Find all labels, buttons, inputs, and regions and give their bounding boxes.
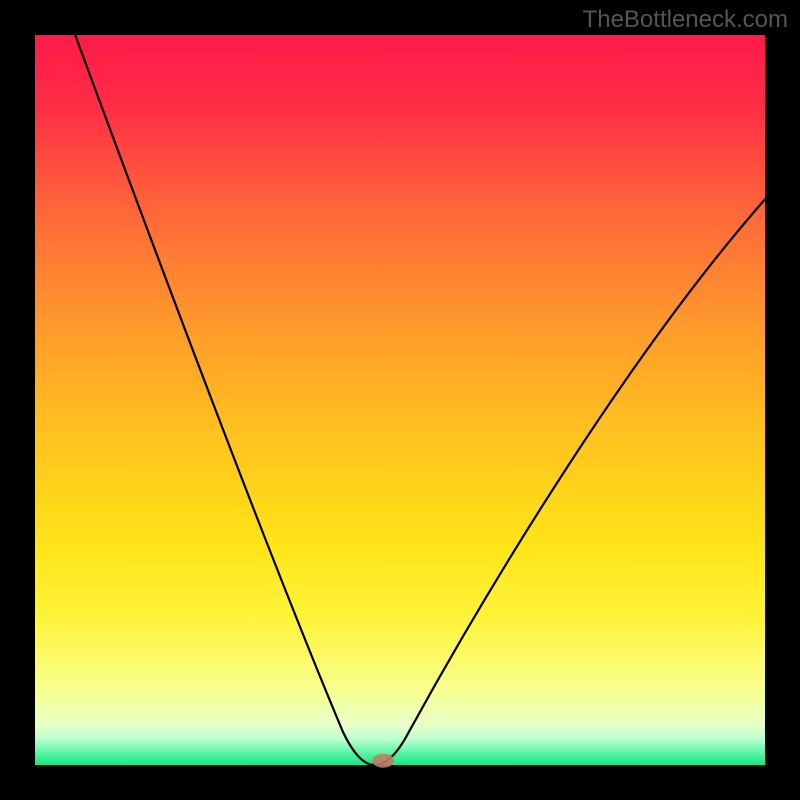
plot-background [35,35,765,765]
optimal-point-marker [372,754,394,768]
bottleneck-chart [0,0,800,800]
watermark-text: TheBottleneck.com [583,6,788,34]
